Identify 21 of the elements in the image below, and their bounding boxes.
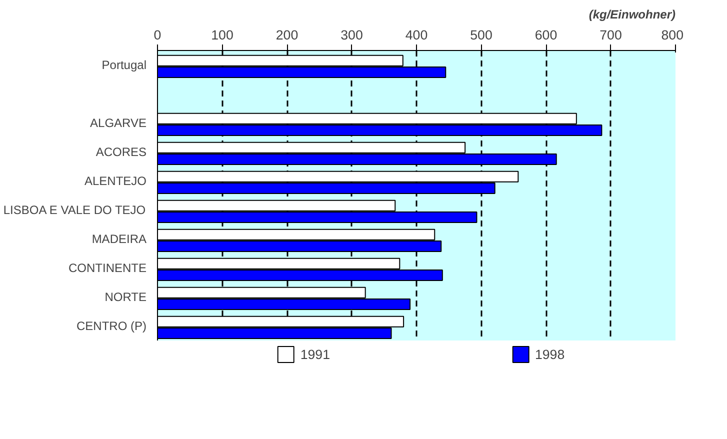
x-tick-label: 0 — [154, 28, 162, 42]
x-tick-label: 500 — [470, 28, 492, 42]
y-tick-label: Portugal — [102, 58, 147, 72]
y-tick-label: NORTE — [104, 290, 147, 304]
y-tick-label: CONTINENTE — [68, 261, 146, 275]
x-tick-label: 800 — [661, 28, 684, 42]
x-tick-label: 400 — [405, 28, 428, 42]
x-tick-label: 200 — [276, 28, 298, 42]
y-tick-label: ALENTEJO — [84, 174, 146, 188]
y-tick-label: ACORES — [96, 145, 147, 159]
x-tick-label: 700 — [600, 28, 622, 42]
legend-label: 1998 — [534, 346, 565, 362]
text: (kg/Einwohner) — [588, 8, 676, 22]
x-tick-label: 100 — [211, 28, 234, 42]
y-tick-label: MADEIRA — [92, 232, 147, 246]
x-tick-label: 600 — [534, 28, 558, 42]
y-tick-label: CENTRO (P) — [76, 319, 147, 333]
y-tick-label: LISBOA E VALE DO TEJO — [3, 203, 146, 217]
y-tick-label: ALGARVE — [90, 116, 147, 130]
x-tick-label: 300 — [340, 28, 363, 42]
legend-label: 1991 — [300, 346, 330, 362]
